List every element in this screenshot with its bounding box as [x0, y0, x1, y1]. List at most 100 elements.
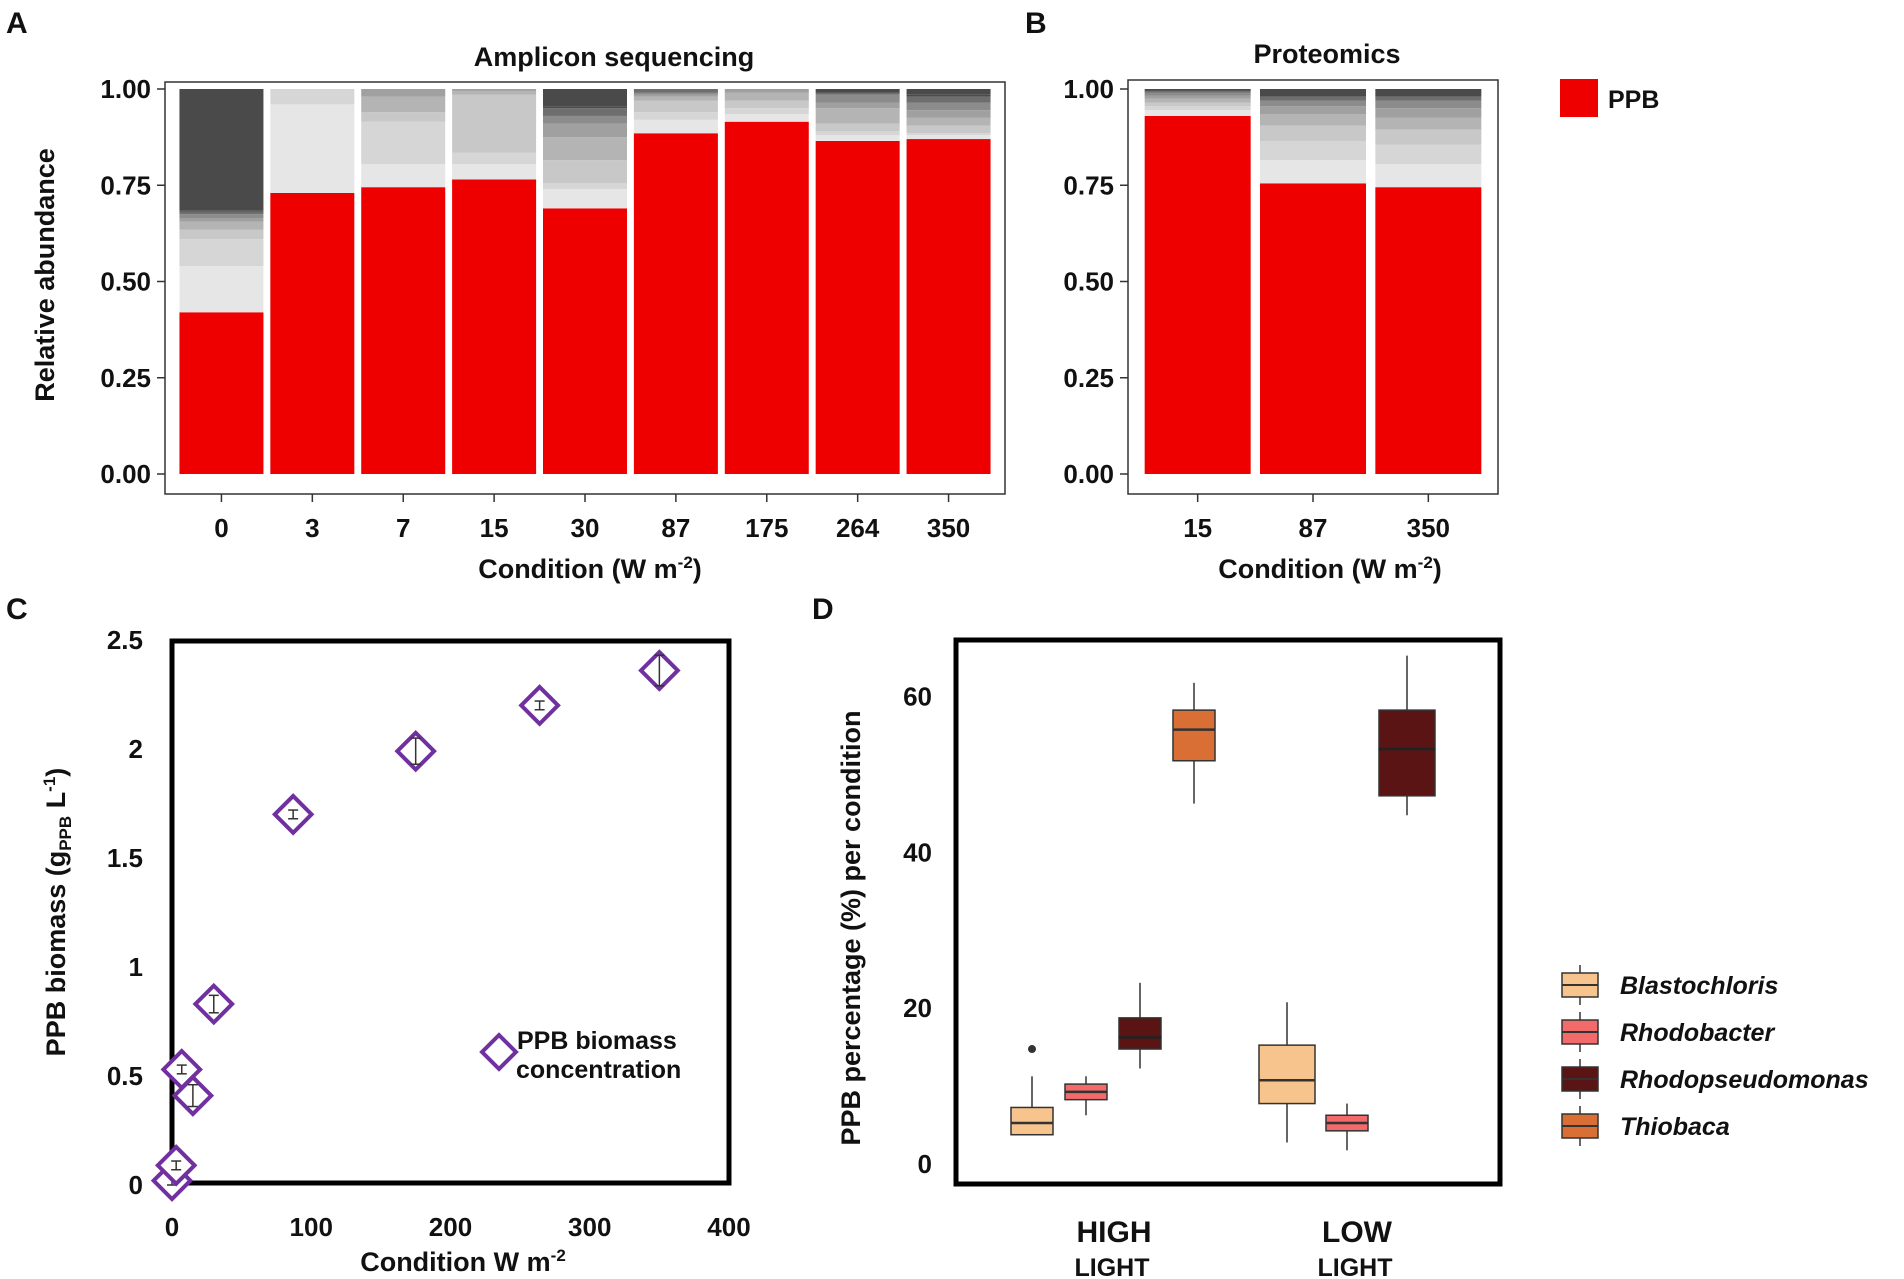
- panel-b-bar-other-segment: [1260, 140, 1366, 161]
- panel-a-bar-other-segment: [543, 115, 627, 124]
- panel-c-y-tick-label: 0.5: [107, 1061, 143, 1091]
- panel-a-bar-other-segment: [633, 89, 718, 93]
- panel-c-x-ticks: 0 100 200 300 400: [165, 1212, 751, 1242]
- panel-a-y-tick-label: 0.25: [100, 363, 151, 393]
- panel-a-bar-ppb: [179, 312, 264, 474]
- panel-c-xlabel-sup: -2: [551, 1246, 566, 1265]
- panel-b-bar-other-segment: [1375, 129, 1482, 145]
- panel-a-bar-other-segment: [815, 89, 900, 93]
- panel-a-bar-other-segment: [179, 239, 264, 267]
- panel-a-x-tick-label: 87: [661, 513, 690, 543]
- panel-a-x-tick-label: 15: [480, 513, 509, 543]
- panel-a-bar-other-segment: [724, 114, 809, 122]
- panel-letter-d: D: [812, 593, 834, 626]
- panel-b-xlabel-main: Condition (W m: [1218, 554, 1417, 584]
- panel-c-y-tick-label: 2.5: [107, 625, 143, 655]
- panel-a-bar-ppb: [724, 121, 809, 474]
- panel-a-x-tick-label: 30: [571, 513, 600, 543]
- panel-d-box: [1010, 1106, 1054, 1136]
- panel-c-y-ticks: 0 0.5 1 1.5 2 2.5: [107, 625, 143, 1200]
- panel-c-x-tick-label: 200: [429, 1212, 472, 1242]
- panel-a-bar-other-segment: [543, 89, 627, 107]
- panel-d-box: [1172, 709, 1216, 762]
- panel-a-bar-other-segment: [543, 183, 627, 190]
- panel-b-bar-other-segment: [1144, 98, 1251, 103]
- panel-a-bar-other-segment: [543, 137, 627, 161]
- panel-b-bar-other-segment: [1375, 89, 1482, 97]
- panel-b-bar-other-segment: [1260, 89, 1366, 97]
- panel-a-bar-other-segment: [906, 110, 991, 118]
- panel-c-y-tick-label: 0: [129, 1170, 143, 1200]
- panel-a-x-tick-label: 3: [305, 513, 319, 543]
- panel-c-biomass-chart: 0 0.5 1 1.5 2 2.5 0 100 200 300 400 PPB biomass (…: [40, 625, 751, 1277]
- panel-a-bar-ppb: [270, 192, 355, 474]
- panel-a-bar-other-segment: [906, 125, 991, 134]
- panel-d-group-labels: HIGH LIGHT LOW LIGHT: [1075, 1216, 1393, 1279]
- panel-c-x-tick-label: 0: [165, 1212, 179, 1242]
- panel-a-x-axis-label: Condition (W m-2): [478, 553, 702, 584]
- panel-d-box: [1258, 1044, 1316, 1105]
- panel-c-points: [150, 649, 681, 1202]
- panel-a-x-tick-label: 7: [396, 513, 410, 543]
- panel-d-boxplot-chart: 0 20 40 60 HIGH LIGHT LOW LIGHT PPB percentage…: [836, 637, 1869, 1279]
- panel-a-bar-other-segment: [179, 266, 264, 313]
- panel-d-y-axis-label: PPB percentage (%) per condition: [836, 710, 866, 1145]
- panel-a-bar-other-segment: [633, 100, 718, 113]
- panel-b-x-tick-label: 15: [1183, 513, 1212, 543]
- panel-a-bar-other-segment: [179, 89, 264, 211]
- panel-b-bar-other-segment: [1375, 108, 1482, 118]
- panel-b-y-tick-label: 0.25: [1063, 363, 1114, 393]
- panel-b-bar-other-segment: [1375, 144, 1482, 165]
- panel-d-plot-frame: [953, 637, 1503, 1187]
- panel-a-bar-other-segment: [906, 135, 991, 140]
- panel-a-bar-other-segment: [906, 89, 991, 95]
- panel-a-x-tick-label: 264: [836, 513, 880, 543]
- panel-a-y-tick-label: 0.00: [100, 459, 151, 489]
- panel-a-bar-ppb: [361, 187, 446, 475]
- panel-a-y-tick-label: 0.75: [100, 170, 151, 200]
- panel-b-y-tick-label: 0.00: [1063, 459, 1114, 489]
- panel-b-bar-other-segment: [1375, 164, 1482, 188]
- panel-b-bars: [1144, 89, 1482, 475]
- panel-b-bar-other-segment: [1260, 114, 1366, 126]
- panel-a-bar-other-segment: [543, 189, 627, 209]
- panel-b-x-tick-label: 350: [1407, 513, 1450, 543]
- panel-b-bar-other-segment: [1144, 95, 1251, 99]
- panel-a-y-ticks: 0.00 0.25 0.50 0.75 1.00: [100, 74, 165, 489]
- panel-a-x-tick-label: 350: [927, 513, 970, 543]
- panel-b-x-tick-label: 87: [1299, 513, 1328, 543]
- panel-letter-b: B: [1025, 7, 1047, 40]
- panel-d-box: [1378, 709, 1436, 797]
- panel-a-bar-other-segment: [543, 160, 627, 184]
- panel-a-bar-other-segment: [543, 123, 627, 138]
- panel-a-bar-other-segment: [724, 100, 809, 109]
- panel-a-bar-other-segment: [815, 123, 900, 132]
- panel-a-bar-ppb: [543, 208, 627, 474]
- panel-b-title: Proteomics: [1253, 39, 1400, 69]
- panel-a-bar-other-segment: [906, 133, 991, 136]
- panel-b-bar-other-segment: [1260, 160, 1366, 184]
- panel-c-y-axis-label: PPB biomass (gPPB L-1): [40, 768, 75, 1057]
- panel-a-xlabel-main: Condition (W m: [478, 554, 677, 584]
- panel-a-bar-other-segment: [270, 89, 355, 105]
- panel-d-y-tick-label: 60: [903, 682, 932, 712]
- panel-a-bar-other-segment: [633, 96, 718, 101]
- panel-a-bar-other-segment: [452, 89, 537, 91]
- panel-a-x-tick-label: 175: [745, 513, 788, 543]
- panel-a-bar-other-segment: [361, 164, 446, 188]
- panel-a-bar-other-segment: [906, 96, 991, 103]
- panel-a-bar-other-segment: [543, 106, 627, 109]
- panel-b-bar-other-segment: [1260, 125, 1366, 141]
- panel-a-bar-other-segment: [270, 104, 355, 193]
- panel-b-y-tick-label: 0.75: [1063, 170, 1114, 200]
- panel-b-bar-other-segment: [1375, 117, 1482, 130]
- panel-a-bar-other-segment: [633, 119, 718, 134]
- panel-d-y-tick-label: 20: [903, 993, 932, 1023]
- panel-a-bar-other-segment: [361, 112, 446, 122]
- panel-a-x-ticks: 0 3 7 15 30 87 175 264 350: [214, 494, 970, 543]
- panel-a-bar-other-segment: [179, 211, 264, 215]
- panel-c-x-tick-label: 300: [568, 1212, 611, 1242]
- panel-a-bar-other-segment: [815, 131, 900, 136]
- panel-a-bar-other-segment: [179, 214, 264, 218]
